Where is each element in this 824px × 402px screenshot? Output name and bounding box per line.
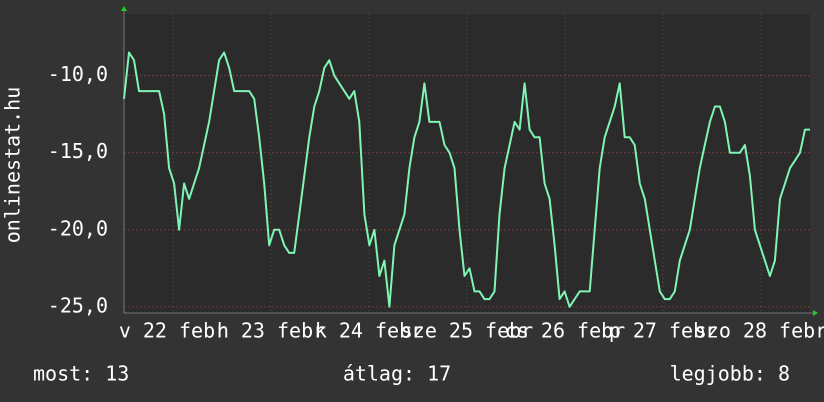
x-tick-label: h 23 febr: [217, 319, 325, 343]
x-tick-label: k 24 febr: [315, 319, 423, 343]
footer-average: átlag: 17: [343, 362, 451, 386]
y-tick-label: -15,0: [48, 139, 108, 163]
footer-current: most: 13: [33, 362, 129, 386]
footer-best: legjobb: 8: [670, 362, 790, 386]
plot-area: [124, 14, 810, 313]
x-tick-label: p 27 febr: [609, 319, 717, 343]
data-line: [123, 51, 810, 308]
y-axis-label: onlinestat.hu: [1, 87, 25, 244]
y-tick-label: -25,0: [48, 293, 108, 317]
x-tick-label: cs 26 febr: [505, 319, 625, 343]
axis-arrow: [121, 6, 127, 11]
y-tick-label: -20,0: [48, 216, 108, 240]
x-tick-label: szo 28 febr: [695, 319, 824, 343]
x-tick-label: sze 25 febr: [401, 319, 533, 343]
axis-arrow: [813, 310, 818, 316]
y-tick-label: -10,0: [48, 62, 108, 86]
x-tick-label: v 22 febr: [119, 319, 227, 343]
